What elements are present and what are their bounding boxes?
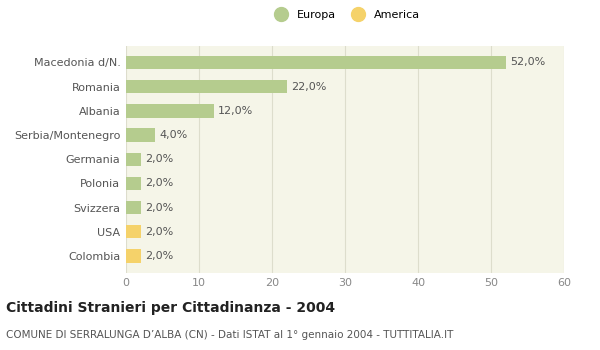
Bar xyxy=(126,128,155,142)
Text: 2,0%: 2,0% xyxy=(145,227,173,237)
Text: 52,0%: 52,0% xyxy=(510,57,545,68)
Text: 4,0%: 4,0% xyxy=(160,130,188,140)
Bar xyxy=(126,249,140,262)
Text: 2,0%: 2,0% xyxy=(145,203,173,213)
Bar xyxy=(126,56,506,69)
Bar xyxy=(126,80,287,93)
Bar xyxy=(126,153,140,166)
Text: 2,0%: 2,0% xyxy=(145,178,173,188)
Text: 2,0%: 2,0% xyxy=(145,251,173,261)
Text: Cittadini Stranieri per Cittadinanza - 2004: Cittadini Stranieri per Cittadinanza - 2… xyxy=(6,301,335,315)
Bar xyxy=(126,177,140,190)
Legend: Europa, America: Europa, America xyxy=(270,10,420,20)
Bar xyxy=(126,201,140,214)
Text: 12,0%: 12,0% xyxy=(218,106,253,116)
Bar xyxy=(126,225,140,238)
Text: COMUNE DI SERRALUNGA D’ALBA (CN) - Dati ISTAT al 1° gennaio 2004 - TUTTITALIA.IT: COMUNE DI SERRALUNGA D’ALBA (CN) - Dati … xyxy=(6,329,454,340)
Bar xyxy=(126,104,214,118)
Text: 22,0%: 22,0% xyxy=(291,82,326,92)
Text: 2,0%: 2,0% xyxy=(145,154,173,164)
